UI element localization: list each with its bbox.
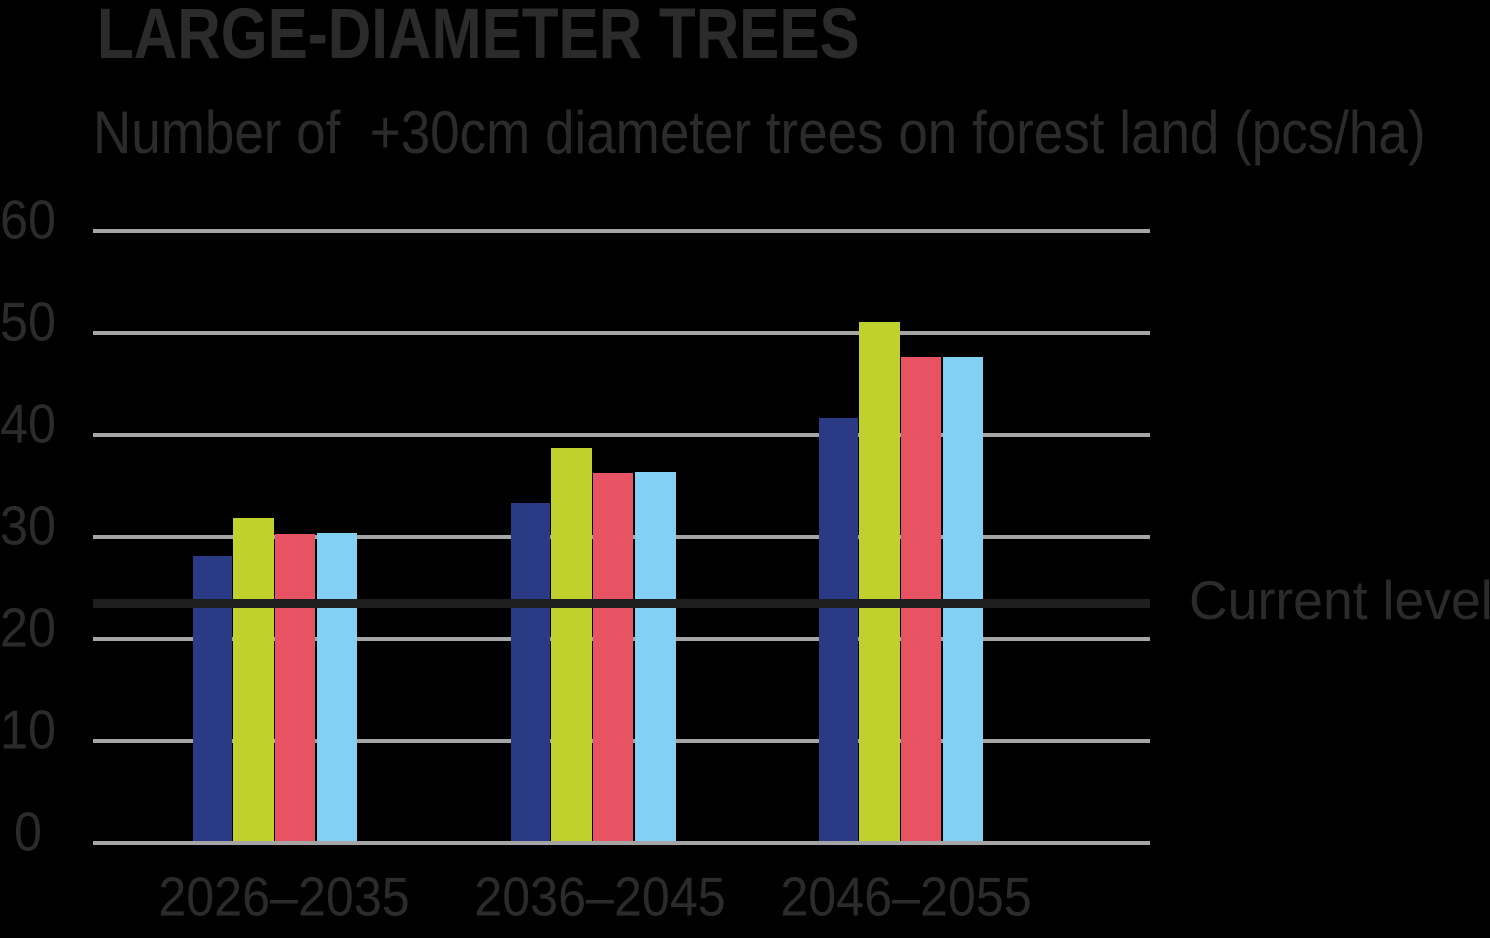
gridline-y-60 — [93, 228, 1150, 233]
bar-2036-2045-lime-green — [551, 447, 592, 841]
bar-2046-2055-red — [900, 357, 941, 841]
chart-title: LARGE-DIAMETER TREES — [97, 0, 860, 74]
y-tick-label-0: 0 — [14, 800, 42, 863]
bar-2036-2045-red — [592, 473, 634, 841]
bar-2046-2055-dark-blue — [819, 418, 858, 841]
x-axis-label-2: 2036–2045 — [474, 865, 726, 927]
y-tick-label-40: 40 — [0, 392, 56, 455]
bar-2026-2035-lime-green — [232, 518, 274, 841]
y-tick-label-50: 50 — [0, 290, 56, 353]
bar-2036-2045-dark-blue — [511, 502, 550, 841]
y-tick-label-20: 20 — [0, 596, 56, 659]
gridline-y-50 — [93, 330, 1150, 335]
bar-2046-2055-light-blue — [942, 357, 984, 841]
current-level-label: Current level — [1189, 569, 1490, 631]
current-level-line — [93, 598, 1150, 608]
x-axis-label-1: 2026–2035 — [157, 865, 410, 927]
y-tick-label-30: 30 — [0, 494, 56, 557]
gridline-y-40 — [93, 432, 1150, 437]
bar-2026-2035-light-blue — [316, 532, 358, 841]
bar-2026-2035-red — [274, 533, 316, 841]
y-tick-label-10: 10 — [0, 698, 56, 761]
bar-2036-2045-light-blue — [635, 472, 676, 841]
chart-subtitle: Number of +30cm diameter trees on forest… — [93, 99, 1426, 166]
y-tick-label-60: 60 — [0, 188, 56, 251]
bar-2046-2055-lime-green — [858, 322, 900, 841]
x-axis-label-3: 2046–2055 — [780, 865, 1032, 927]
gridline-y-0 — [93, 840, 1150, 845]
